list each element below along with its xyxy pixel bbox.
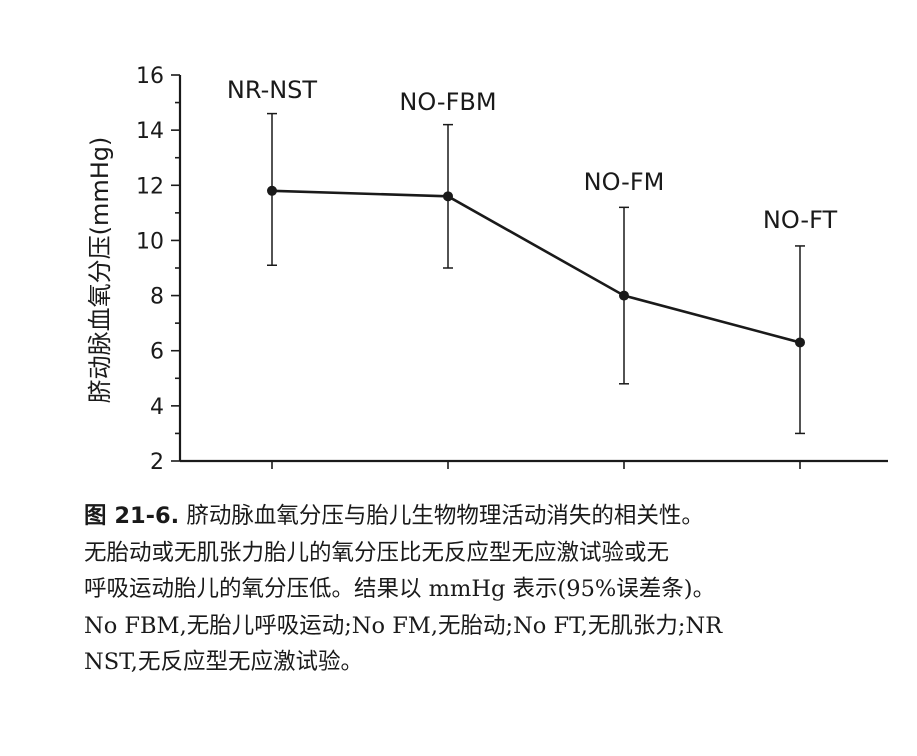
chart: 2 4 6 8 10 12 14 16 NR-NST NO-FBM NO-FM NO-FT 脐动脉血…	[86, 64, 888, 475]
category-label: NO-FBM	[399, 88, 496, 116]
category-label: NR-NST	[227, 76, 318, 104]
caption-line-1: 图 21-6. 脐动脉血氧分压与胎儿生物物理活动消失的相关性。	[84, 498, 904, 535]
error-bars	[267, 112, 805, 435]
category-label: NO-FM	[584, 168, 665, 196]
category-label: NO-FT	[763, 206, 838, 234]
caption-line-2: 无胎动或无肌张力胎儿的氧分压比无反应型无应激试验或无	[84, 539, 670, 566]
series-line	[271, 189, 801, 344]
caption-line-5: NST,无反应型无应激试验。	[84, 649, 363, 675]
y-tick-label: 2	[150, 450, 164, 475]
figure-number: 图 21-6.	[84, 503, 180, 529]
data-point	[267, 185, 277, 196]
y-tick-label: 12	[136, 174, 164, 199]
y-tick-label: 16	[136, 64, 164, 89]
y-tick-label: 4	[150, 395, 164, 420]
caption-line-4: No FBM,无胎儿呼吸运动;No FM,无胎动;No FT,无肌张力;NR	[84, 612, 723, 639]
caption-text-1: 脐动脉血氧分压与胎儿生物物理活动消失的相关性。	[186, 503, 704, 529]
axes: 2 4 6 8 10 12 14 16	[136, 64, 888, 475]
figure-caption: 图 21-6. 脐动脉血氧分压与胎儿生物物理活动消失的相关性。 无胎动或无肌张力…	[84, 498, 904, 681]
data-series	[267, 185, 805, 348]
data-point	[795, 337, 805, 348]
y-tick-label: 10	[136, 229, 164, 254]
caption-line-3: 呼吸运动胎儿的氧分压低。结果以 mmHg 表示(95%误差条)。	[84, 576, 716, 602]
y-tick-label: 8	[150, 285, 164, 310]
category-labels: NR-NST NO-FBM NO-FM NO-FT	[227, 76, 838, 234]
data-point	[619, 290, 629, 301]
y-tick-label: 14	[136, 119, 164, 144]
y-axis-label: 脐动脉血氧分压(mmHg)	[86, 137, 114, 404]
data-point	[443, 191, 453, 202]
y-tick-label: 6	[150, 340, 164, 365]
